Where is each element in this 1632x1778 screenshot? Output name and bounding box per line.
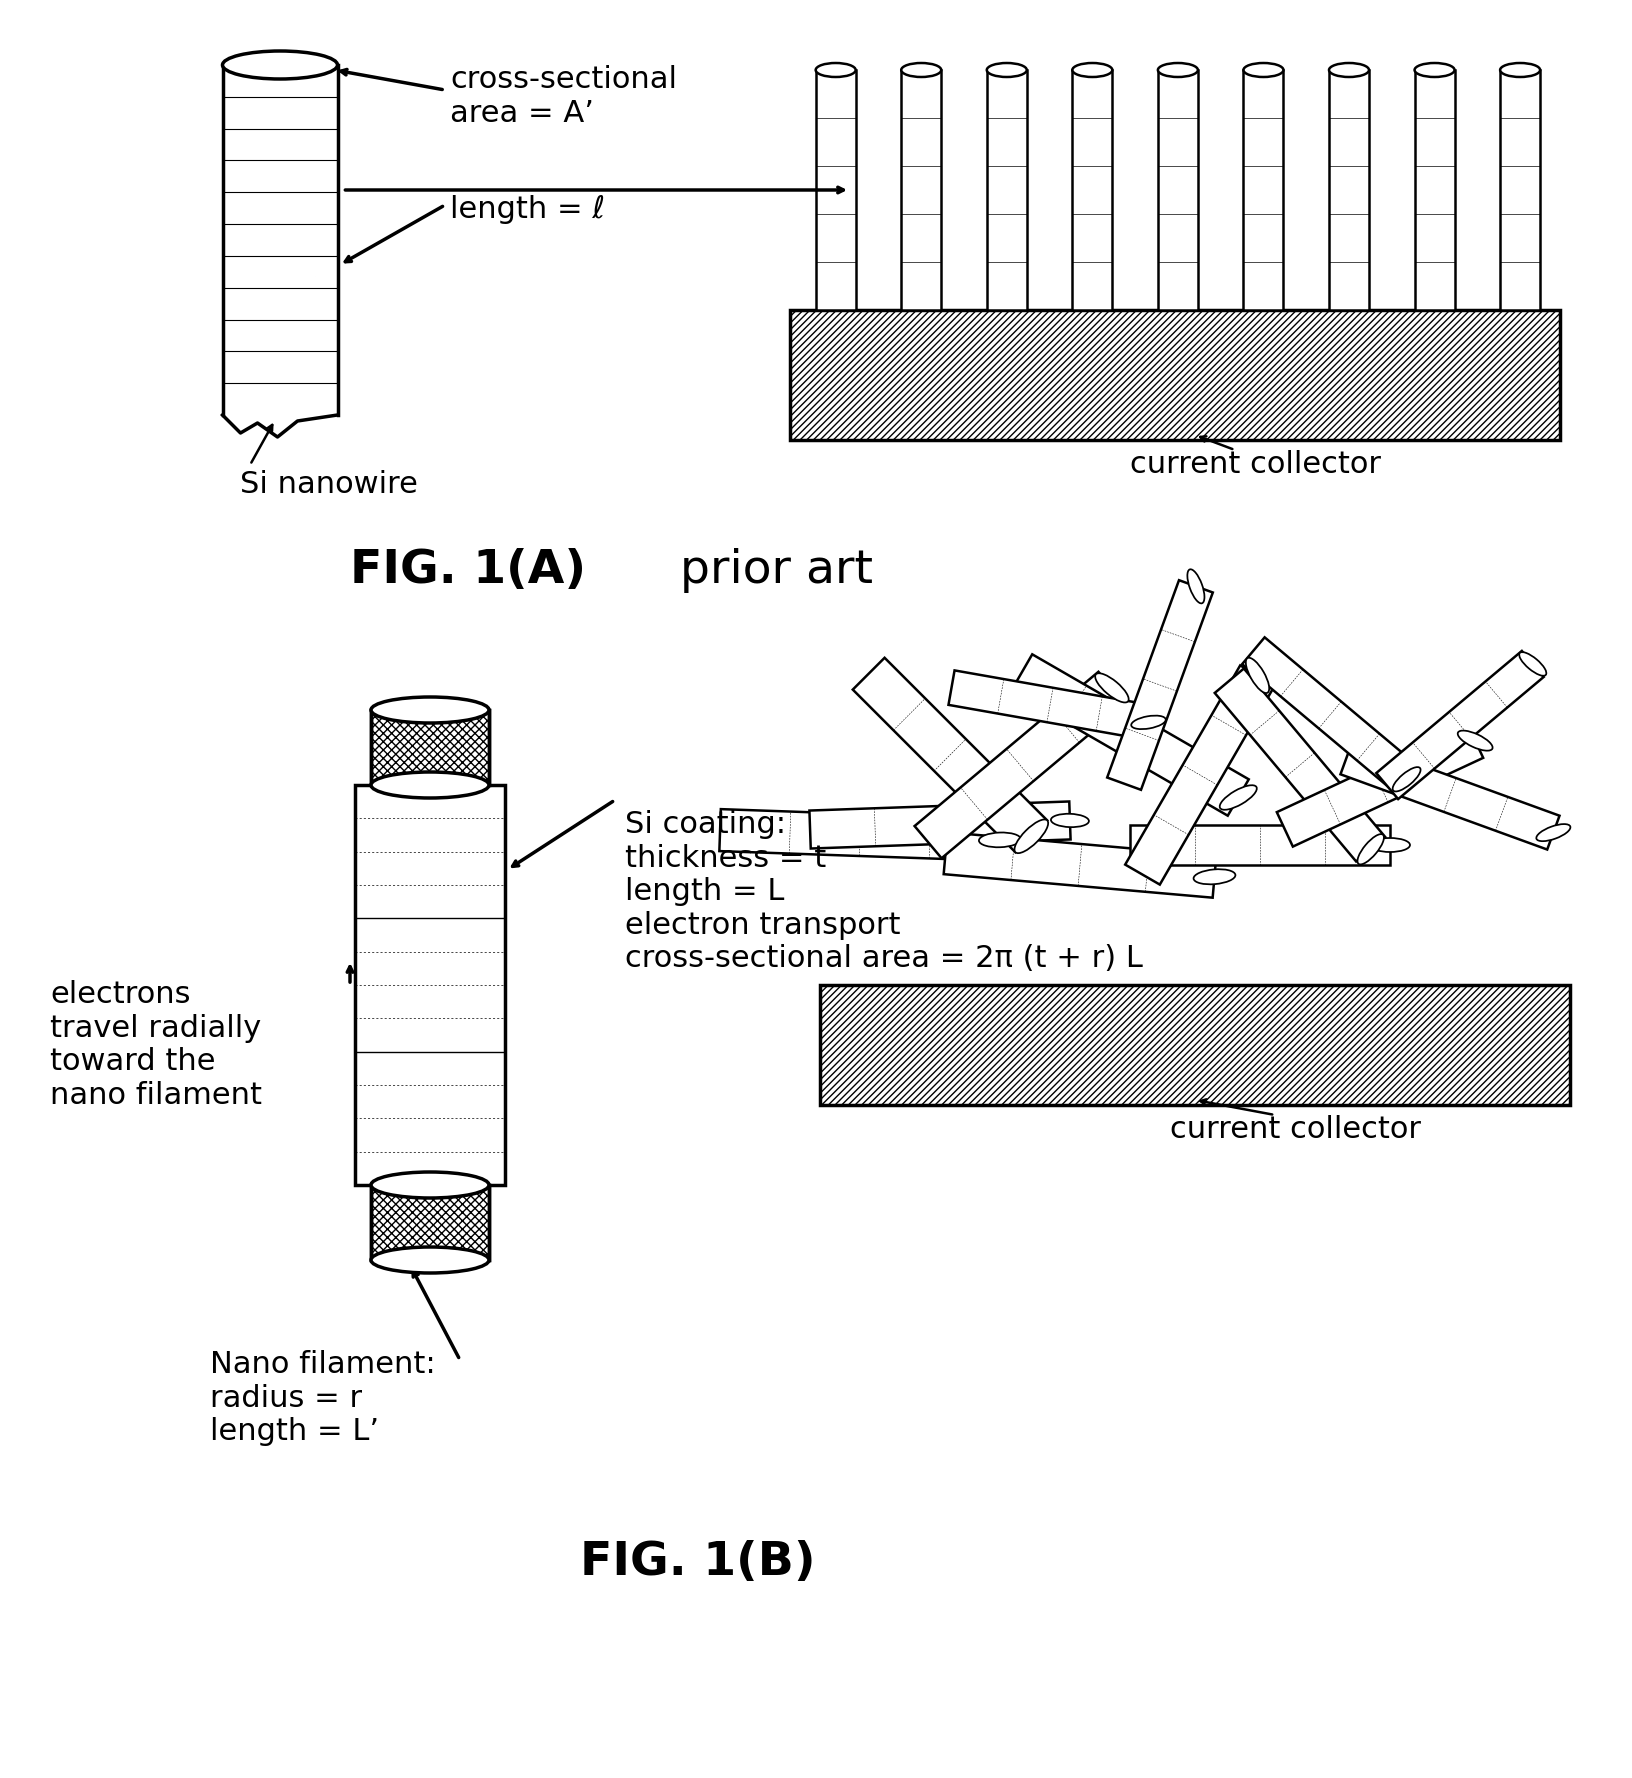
Polygon shape — [1242, 637, 1418, 793]
Ellipse shape — [1415, 62, 1454, 76]
Polygon shape — [1124, 665, 1275, 885]
Polygon shape — [1276, 724, 1483, 846]
Polygon shape — [1072, 69, 1113, 309]
Ellipse shape — [1219, 786, 1257, 809]
Ellipse shape — [1328, 62, 1369, 76]
Polygon shape — [1214, 669, 1386, 862]
Ellipse shape — [901, 62, 942, 76]
Ellipse shape — [370, 1172, 490, 1198]
Text: Nano filament:
radius = r
length = L’: Nano filament: radius = r length = L’ — [211, 1350, 436, 1446]
Polygon shape — [819, 985, 1570, 1104]
Polygon shape — [914, 672, 1126, 859]
Ellipse shape — [987, 62, 1027, 76]
Polygon shape — [1328, 69, 1369, 309]
Ellipse shape — [1500, 62, 1541, 76]
Ellipse shape — [1188, 569, 1204, 603]
Text: electrons
travel radially
toward the
nano filament: electrons travel radially toward the nan… — [51, 980, 263, 1109]
Text: FIG. 1(A): FIG. 1(A) — [349, 548, 586, 594]
Polygon shape — [370, 1184, 490, 1261]
Ellipse shape — [1095, 674, 1129, 702]
Ellipse shape — [1015, 820, 1048, 853]
Ellipse shape — [370, 697, 490, 724]
Ellipse shape — [1457, 731, 1493, 750]
Ellipse shape — [1157, 62, 1198, 76]
Polygon shape — [1129, 825, 1390, 866]
Polygon shape — [1157, 69, 1198, 309]
Polygon shape — [1244, 69, 1283, 309]
Polygon shape — [987, 69, 1027, 309]
Text: FIG. 1(B): FIG. 1(B) — [579, 1540, 816, 1584]
Ellipse shape — [1193, 869, 1235, 884]
Ellipse shape — [1051, 814, 1089, 827]
Ellipse shape — [222, 52, 338, 78]
Ellipse shape — [1245, 658, 1270, 693]
Polygon shape — [720, 809, 1000, 861]
Ellipse shape — [370, 1246, 490, 1273]
Polygon shape — [948, 670, 1152, 740]
Text: Si coating:
thickness = t
length = L
electron transport
cross-sectional area = 2: Si coating: thickness = t length = L ele… — [625, 811, 1142, 973]
Polygon shape — [1500, 69, 1541, 309]
Text: cross-sectional
area = A’: cross-sectional area = A’ — [450, 66, 677, 128]
Polygon shape — [816, 69, 855, 309]
Polygon shape — [356, 786, 504, 1184]
Ellipse shape — [1369, 837, 1410, 852]
Ellipse shape — [1244, 62, 1283, 76]
Polygon shape — [790, 309, 1560, 439]
Polygon shape — [1376, 651, 1544, 798]
Ellipse shape — [979, 832, 1022, 848]
Polygon shape — [370, 709, 490, 786]
Polygon shape — [1415, 69, 1454, 309]
Text: Si nanowire: Si nanowire — [240, 469, 418, 500]
Polygon shape — [854, 658, 1048, 852]
Ellipse shape — [1131, 715, 1165, 729]
Ellipse shape — [1392, 766, 1420, 791]
Text: current collector: current collector — [1129, 450, 1381, 478]
Polygon shape — [809, 802, 1071, 848]
Ellipse shape — [1536, 823, 1570, 841]
Ellipse shape — [370, 772, 490, 798]
Polygon shape — [901, 69, 942, 309]
Polygon shape — [943, 832, 1216, 898]
Ellipse shape — [1519, 653, 1547, 676]
Ellipse shape — [1358, 834, 1384, 864]
Polygon shape — [1340, 740, 1560, 850]
Polygon shape — [1012, 654, 1248, 816]
Ellipse shape — [1072, 62, 1113, 76]
Text: prior art: prior art — [681, 548, 873, 594]
Polygon shape — [222, 66, 338, 414]
Text: current collector: current collector — [1170, 1115, 1420, 1143]
Ellipse shape — [816, 62, 855, 76]
Text: length = ℓ: length = ℓ — [450, 196, 605, 224]
Polygon shape — [1106, 580, 1213, 789]
